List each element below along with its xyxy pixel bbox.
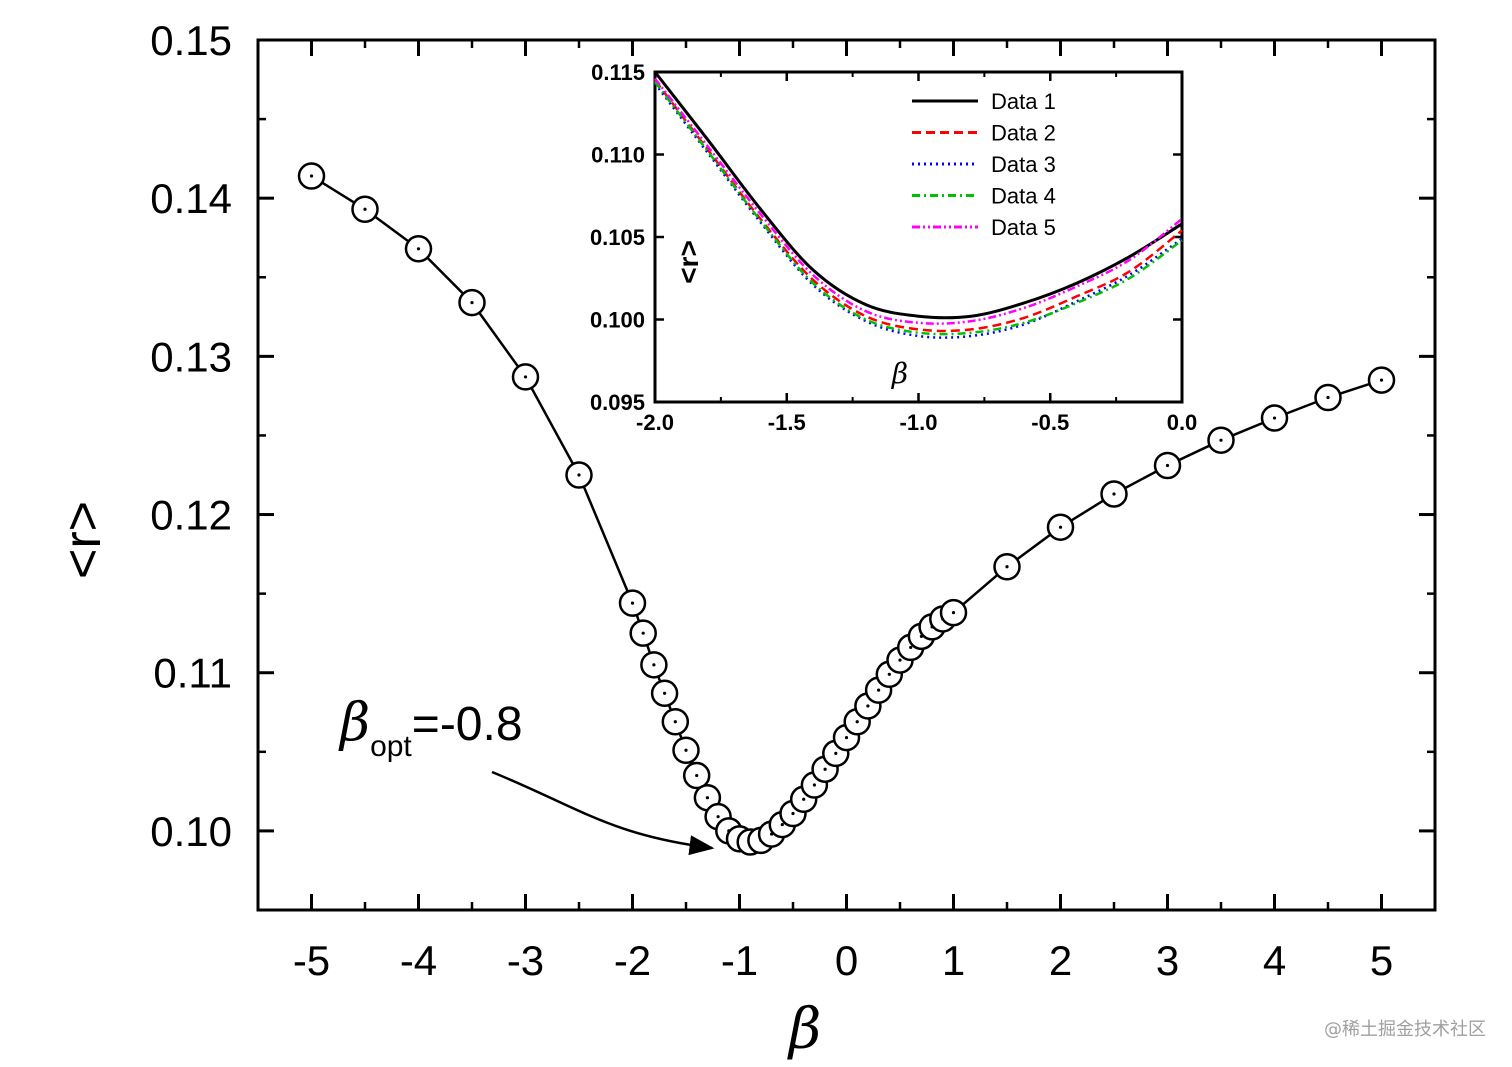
main-data-point-center <box>909 645 913 650</box>
main-ticks <box>256 38 1437 912</box>
main-xtick-label: 0 <box>835 937 858 984</box>
main-ytick-label: 0.14 <box>150 175 232 222</box>
main-data-point-center <box>844 735 849 740</box>
inset-plot: -2.0 -1.5 -1.0 -0.5 0.0 0.095 0.100 0.105 0.110… <box>590 60 1197 435</box>
main-data-point-center <box>705 796 710 800</box>
main-data-point-center <box>1379 378 1384 382</box>
main-data-point-center <box>802 797 806 801</box>
main-data-point-center <box>663 691 667 695</box>
beta-opt-annotation: βopt=-0.8 <box>338 693 715 856</box>
main-data-point-center <box>577 473 581 477</box>
inset-xtick-label: 0.0 <box>1167 410 1198 435</box>
main-data-point-center <box>716 815 720 819</box>
inset-legend-label: Data 4 <box>991 184 1056 209</box>
beta-opt-symbol: β <box>338 693 370 753</box>
inset-ytick-label: 0.100 <box>590 308 645 333</box>
main-x-axis-title: β <box>787 997 821 1062</box>
main-data-point-center <box>887 672 891 676</box>
inset-lines <box>653 71 1183 339</box>
main-data-point-center <box>1165 463 1170 468</box>
inset-series-line <box>654 82 1183 339</box>
main-xtick-label: 1 <box>942 937 965 984</box>
main-data-point-center <box>812 783 817 787</box>
main-ytick-label: 0.12 <box>150 492 232 539</box>
inset-ytick-labels: 0.095 0.100 0.105 0.110 0.115 <box>590 60 645 415</box>
inset-legend-label: Data 1 <box>991 89 1056 114</box>
main-data-point-center <box>416 247 421 251</box>
main-points <box>297 162 1396 856</box>
beta-opt-subscript: opt <box>370 730 412 763</box>
main-xtick-label: -3 <box>507 937 544 984</box>
main-xtick-label: 4 <box>1263 937 1286 984</box>
main-data-point-center <box>866 704 870 708</box>
inset-legend-label: Data 2 <box>991 121 1056 146</box>
inset-xtick-labels: -2.0 -1.5 -1.0 -0.5 0.0 <box>636 410 1197 435</box>
main-xtick-label: 2 <box>1049 937 1072 984</box>
main-data-point-center <box>470 300 474 305</box>
inset-legend: Data 1 Data 2 Data 3 Data 4 Data 5 <box>912 89 1056 240</box>
main-data-point-center <box>1219 438 1223 442</box>
main-data-point-center <box>684 748 688 752</box>
main-data-point-center <box>1272 416 1277 420</box>
inset-series-line <box>654 77 1183 325</box>
inset-series-line <box>653 71 1183 320</box>
inset-xtick-label: -0.5 <box>1031 410 1069 435</box>
main-data-point-center <box>630 601 635 605</box>
main-data-point-center <box>951 611 956 615</box>
main-xtick-label: -5 <box>293 937 330 984</box>
inset-ytick-label: 0.105 <box>590 225 645 250</box>
main-xtick-label: 3 <box>1156 937 1179 984</box>
main-xtick-label: 5 <box>1370 937 1393 984</box>
main-data-point-center <box>523 375 528 379</box>
main-data-point-center <box>877 688 881 692</box>
main-data-point-center <box>791 811 795 816</box>
inset-xtick-label: -1.0 <box>900 410 938 435</box>
inset-ytick-label: 0.095 <box>590 390 645 415</box>
inset-plot-frame <box>653 70 1184 404</box>
main-ytick-labels: 0.10 0.11 0.12 0.13 0.14 0.15 <box>150 17 232 855</box>
main-plot: -5 -4 -3 -2 -1 0 1 2 3 4 5 0.100.110.120.130.140.1… <box>54 17 1437 1062</box>
beta-opt-value: =-0.8 <box>412 698 523 751</box>
main-data-point-center <box>673 720 677 724</box>
inset-ytick-label: 0.110 <box>591 143 645 168</box>
main-data-point-center <box>1005 565 1009 569</box>
main-data-point-center <box>309 174 314 178</box>
main-data-point-center <box>652 663 656 667</box>
main-data-point-center <box>1112 492 1116 496</box>
inset-xtick-label: -2.0 <box>636 410 674 435</box>
inset-x-axis-title: β <box>891 357 908 390</box>
main-xtick-label: -4 <box>400 937 437 984</box>
main-ytick-label: 0.11 <box>153 650 232 697</box>
inset-legend-label: Data 3 <box>991 152 1056 177</box>
main-xtick-labels: -5 -4 -3 -2 -1 0 1 2 3 4 5 <box>293 937 1393 984</box>
beta-opt-arrow <box>491 770 715 856</box>
main-y-axis-title: <r> <box>54 501 112 579</box>
inset-xtick-label: -1.5 <box>768 410 806 435</box>
inset-ytick-label: 0.115 <box>591 60 645 85</box>
main-ytick-label: 0.15 <box>150 17 232 64</box>
main-data-point-center <box>834 751 838 756</box>
inset-series-line <box>654 81 1183 336</box>
watermark: @稀土掘金技术社区 <box>1324 1019 1486 1040</box>
main-data-point-center <box>780 822 784 827</box>
inset-legend-label: Data 5 <box>991 215 1056 240</box>
main-xtick-label: -1 <box>721 937 758 984</box>
main-data-point-center <box>695 773 699 778</box>
main-data-point-center <box>1058 525 1063 529</box>
main-data-point-center <box>898 658 902 662</box>
inset-y-axis-title: <r> <box>673 240 704 284</box>
beta-opt-label: βopt=-0.8 <box>338 693 523 763</box>
main-data-point-center <box>1326 395 1330 400</box>
main-data-point-center <box>855 720 859 724</box>
main-ytick-label: 0.10 <box>150 808 232 855</box>
main-ytick-label: 0.13 <box>150 333 232 380</box>
main-data-point-center <box>363 207 367 211</box>
main-data-point-center <box>641 631 645 635</box>
main-xtick-label: -2 <box>614 937 651 984</box>
main-data-point-center <box>823 767 827 771</box>
